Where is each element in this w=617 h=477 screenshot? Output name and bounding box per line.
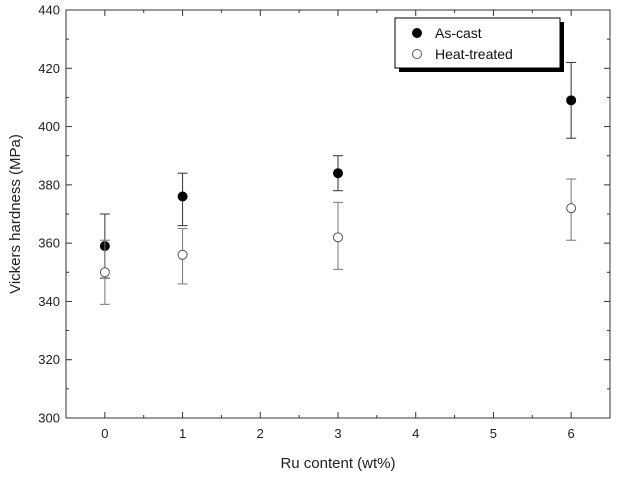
x-tick-label: 5: [490, 426, 497, 441]
y-tick-label: 380: [38, 177, 60, 192]
data-point-open: [566, 203, 577, 214]
y-axis: 300 320 340 360 380 400 420 440: [38, 3, 610, 426]
y-tick-label: 360: [38, 236, 60, 251]
data-point-filled: [333, 168, 343, 179]
x-tick-label: 1: [179, 426, 186, 441]
data-series: [99, 61, 577, 305]
y-tick-label: 300: [38, 411, 60, 426]
legend-marker-open: [412, 49, 422, 59]
data-point-open: [177, 249, 188, 260]
data-point-open: [99, 267, 110, 278]
legend-item: Heat-treated: [412, 46, 513, 62]
x-axis: 0 1 2 3 4 5 6: [65, 10, 611, 441]
legend: As-cast Heat-treated: [394, 17, 564, 72]
y-tick-label: 400: [38, 119, 60, 134]
legend-box: [394, 17, 561, 69]
data-point-filled: [566, 95, 577, 106]
x-tick-label: 4: [412, 426, 419, 441]
legend-label: Heat-treated: [435, 46, 513, 62]
x-tick-label: 6: [568, 426, 575, 441]
x-tick-label: 2: [257, 426, 264, 441]
legend-item: As-cast: [412, 25, 482, 41]
y-tick-label: 440: [38, 3, 60, 18]
legend-label: As-cast: [435, 25, 482, 41]
legend-marker-filled: [412, 28, 422, 38]
x-tick-label: 0: [101, 426, 108, 441]
data-point-open: [333, 232, 343, 243]
y-tick-label: 340: [38, 294, 60, 309]
x-axis-title: Ru content (wt%): [280, 455, 395, 472]
x-tick-label: 3: [334, 426, 341, 441]
data-point-filled: [177, 191, 188, 202]
series-heat-treated: [99, 178, 577, 305]
y-tick-label: 420: [38, 61, 60, 76]
y-axis-title: Vickers hardness (MPa): [7, 134, 24, 294]
y-tick-label: 320: [38, 352, 60, 367]
